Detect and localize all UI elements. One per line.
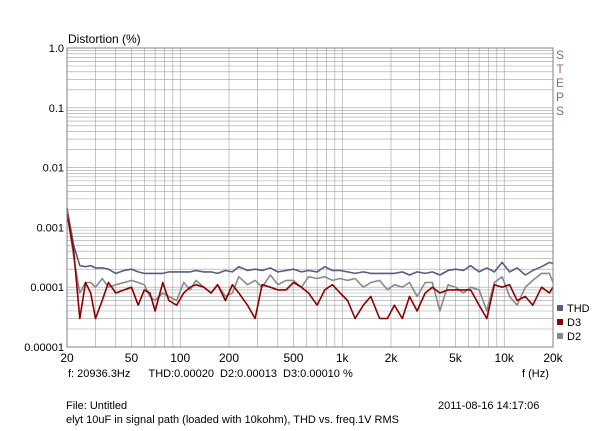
steps-label: S T E P S (554, 48, 566, 118)
x-tick-label: 5k (449, 351, 463, 365)
legend-swatch-d3 (557, 319, 563, 325)
series-line-thd (66, 207, 554, 276)
legend: THD D3 D2 (557, 303, 590, 343)
steps-letter: S (555, 104, 564, 118)
y-tick-label: 0.0001 (30, 282, 64, 294)
measurement-description: elyt 10uF in signal path (loaded with 10… (66, 414, 400, 426)
steps-letter: T (556, 62, 564, 76)
legend-swatch-thd (557, 305, 563, 311)
legend-label-thd: THD (567, 303, 590, 315)
legend-label-d3: D3 (567, 317, 581, 329)
y-tick-label: 0.001 (36, 222, 64, 234)
x-tick-labels: 20 50 100 200 500 1k 2k 5k 10k 20k (60, 351, 563, 365)
x-axis-label: f (Hz) (522, 368, 549, 380)
x-tick-label: 50 (125, 351, 139, 365)
steps-letter: E (555, 76, 564, 90)
steps-letter: P (555, 90, 564, 104)
y-tick-label: 0.1 (49, 103, 64, 115)
steps-letter: S (555, 48, 564, 62)
x-tick-label: 100 (170, 351, 190, 365)
file-name: File: Untitled (66, 400, 128, 412)
plot-frame (66, 47, 554, 348)
y-tick-labels: 1.0 0.1 0.01 0.001 0.0001 0.00001 (24, 43, 64, 354)
series-line-d2 (66, 210, 554, 312)
x-tick-label: 20 (60, 351, 74, 365)
legend-swatch-d2 (557, 333, 563, 339)
x-tick-label: 1k (336, 351, 350, 365)
x-tick-label: 10k (495, 351, 515, 365)
grid (66, 48, 554, 348)
x-tick-label: 500 (283, 351, 303, 365)
plot-background (67, 48, 553, 347)
x-tick-label: 200 (219, 351, 239, 365)
x-tick-label: 20k (543, 351, 563, 365)
cursor-readout: f: 20936.3Hz THD:0.00020 D2:0.00013 D3:0… (68, 368, 353, 380)
series-line-d3 (66, 213, 554, 320)
timestamp: 2011-08-16 14:17:06 (438, 400, 540, 412)
y-tick-label: 1.0 (49, 43, 64, 55)
series-layer (66, 207, 554, 320)
y-tick-label: 0.01 (43, 163, 64, 175)
y-tick-label: 0.00001 (24, 342, 64, 354)
y-axis-label: Distortion (%) (68, 32, 141, 46)
x-tick-label: 2k (385, 351, 399, 365)
legend-label-d2: D2 (567, 331, 581, 343)
